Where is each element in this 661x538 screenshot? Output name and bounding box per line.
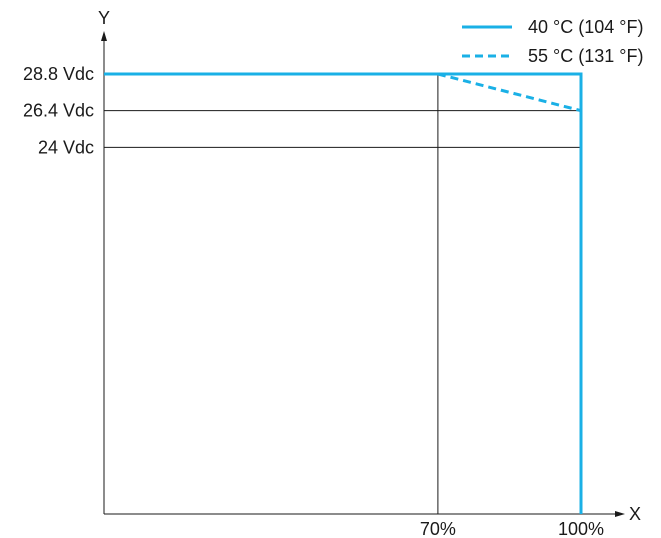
legend-label-40c: 40 °C (104 °F) bbox=[528, 17, 643, 37]
x-tick-labels: 70% 100% bbox=[420, 519, 604, 538]
y-tick-label: 26.4 Vdc bbox=[23, 101, 94, 121]
y-tick-label: 28.8 Vdc bbox=[23, 64, 94, 84]
y-tick-labels: 28.8 Vdc 26.4 Vdc 24 Vdc bbox=[23, 64, 94, 157]
series-line-40c bbox=[104, 72, 583, 514]
legend-label-55c: 55 °C (131 °F) bbox=[528, 46, 643, 66]
series-line-55c bbox=[437, 72, 582, 113]
gridlines bbox=[104, 73, 581, 514]
y-tick-label: 24 Vdc bbox=[38, 137, 94, 157]
y-axis-label: Y bbox=[98, 8, 110, 28]
x-tick-label: 100% bbox=[558, 519, 604, 538]
x-axis-label: X bbox=[629, 504, 641, 524]
series-lines bbox=[104, 72, 583, 514]
legend: 40 °C (104 °F) 55 °C (131 °F) bbox=[462, 17, 643, 66]
x-tick-label: 70% bbox=[420, 519, 456, 538]
